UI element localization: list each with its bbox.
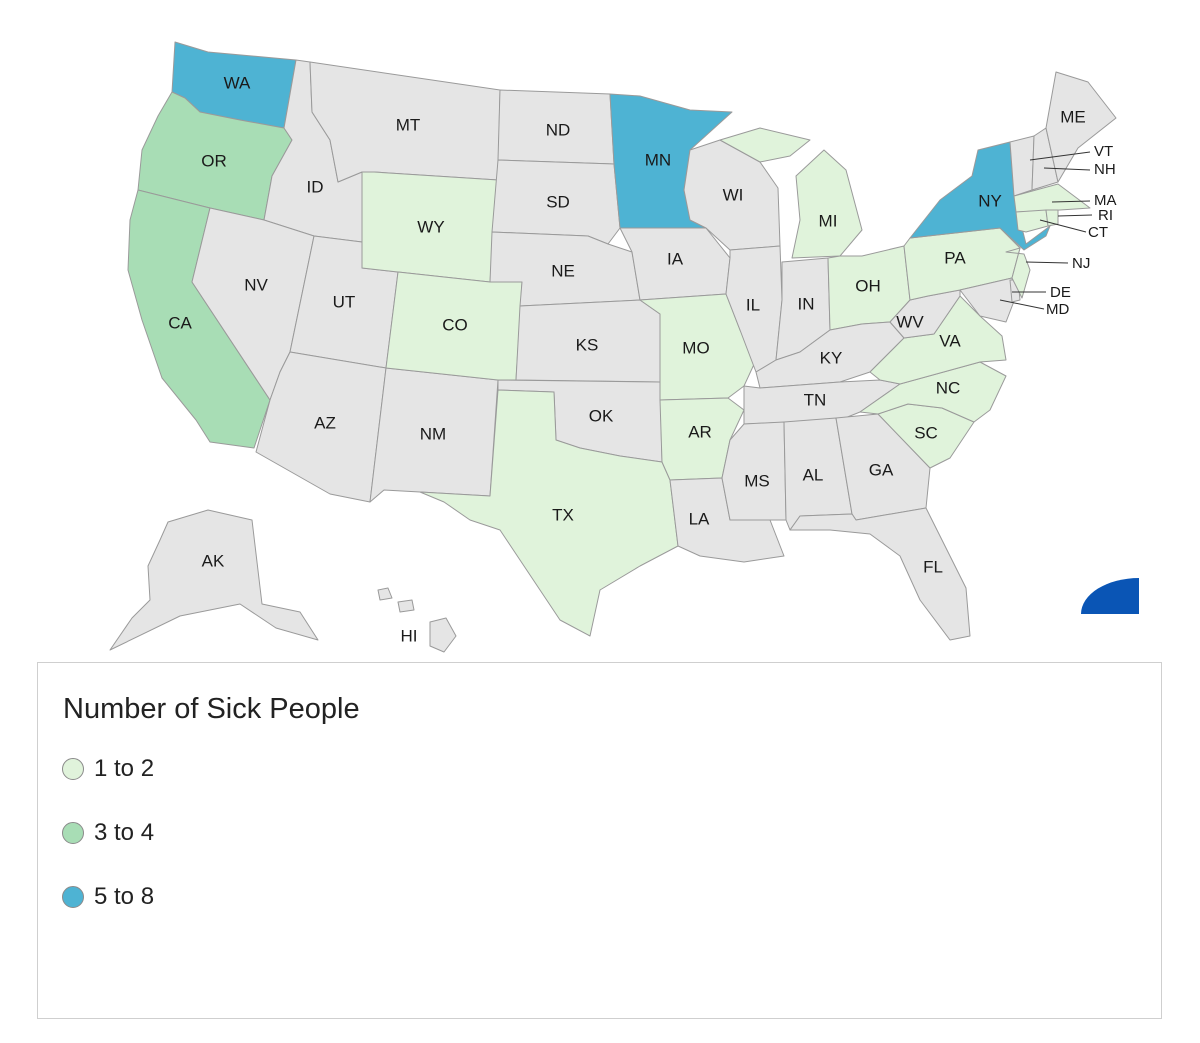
state-label-wv: WV	[896, 312, 924, 331]
state-label-ma: MA	[1094, 192, 1117, 209]
state-label-tx: TX	[552, 505, 574, 524]
state-label-ri: RI	[1098, 207, 1113, 224]
state-label-hi: HI	[401, 626, 418, 645]
state-label-nc: NC	[936, 378, 961, 397]
legend-label: 3 to 4	[94, 819, 155, 846]
state-label-fl: FL	[923, 557, 943, 576]
state-label-ar: AR	[688, 422, 712, 441]
state-label-mn: MN	[645, 150, 671, 169]
state-label-sc: SC	[914, 423, 938, 442]
legend-label: 1 to 2	[94, 755, 155, 782]
state-label-nh: NH	[1094, 161, 1116, 178]
state-label-nv: NV	[244, 275, 268, 294]
state-label-ak: AK	[202, 551, 225, 570]
state-label-tn: TN	[804, 390, 827, 409]
state-label-az: AZ	[314, 413, 336, 432]
us-map: WA OR CA MT ID NV UT AZ NM WY CO ND SD NE KS OK TX MN IA MO…	[109, 41, 1117, 653]
state-label-ct: CT	[1088, 224, 1108, 241]
state-label-ut: UT	[333, 292, 356, 311]
state-ak[interactable]	[109, 509, 319, 651]
state-label-oh: OH	[855, 276, 881, 295]
legend-swatch	[62, 758, 84, 780]
state-label-ca: CA	[168, 313, 192, 332]
state-label-id: ID	[307, 177, 324, 196]
state-label-nd: ND	[546, 120, 571, 139]
state-label-la: LA	[689, 509, 710, 528]
state-label-ne: NE	[551, 261, 575, 280]
state-label-ok: OK	[589, 406, 614, 425]
state-mi[interactable]	[719, 127, 863, 259]
state-label-mi: MI	[819, 211, 838, 230]
state-label-va: VA	[939, 331, 961, 350]
legend-title: Number of Sick People	[63, 693, 360, 725]
state-label-pa: PA	[944, 248, 966, 267]
state-label-ny: NY	[978, 191, 1002, 210]
state-tx[interactable]	[419, 389, 679, 637]
state-label-ky: KY	[820, 348, 843, 367]
state-label-mt: MT	[396, 115, 421, 134]
legend-swatch	[62, 886, 84, 908]
legend-panel: Number of Sick People 1 to 2 3 to 4 5 to…	[37, 662, 1162, 1019]
state-vt[interactable]	[1009, 135, 1035, 197]
state-label-nj: NJ	[1072, 255, 1090, 272]
legend-item-5-to-8: 5 to 8	[62, 883, 154, 911]
state-label-sd: SD	[546, 192, 570, 211]
state-nj[interactable]	[1005, 247, 1031, 299]
state-label-nm: NM	[420, 424, 446, 443]
state-label-me: ME	[1060, 107, 1086, 126]
state-label-or: OR	[201, 151, 227, 170]
state-label-mo: MO	[682, 338, 709, 357]
state-label-ga: GA	[869, 460, 894, 479]
state-label-wi: WI	[723, 185, 744, 204]
state-label-in: IN	[798, 294, 815, 313]
state-label-de: DE	[1050, 284, 1071, 301]
state-label-co: CO	[442, 315, 468, 334]
legend-item-3-to-4: 3 to 4	[62, 819, 154, 847]
state-fl[interactable]	[789, 507, 971, 641]
legend-swatch	[62, 822, 84, 844]
state-ct[interactable]	[1015, 209, 1049, 233]
state-label-wa: WA	[224, 73, 251, 92]
state-label-wy: WY	[417, 217, 444, 236]
state-label-md: MD	[1046, 301, 1069, 318]
state-label-vt: VT	[1094, 143, 1113, 160]
state-label-ks: KS	[576, 335, 599, 354]
state-label-ms: MS	[744, 471, 770, 490]
state-label-al: AL	[803, 465, 824, 484]
state-label-il: IL	[746, 295, 760, 314]
state-me[interactable]	[1045, 71, 1117, 183]
quarter-circle-shape	[1081, 578, 1139, 614]
state-hi[interactable]	[377, 587, 457, 653]
legend-label: 5 to 8	[94, 883, 155, 910]
state-md[interactable]	[959, 277, 1017, 323]
state-label-ia: IA	[667, 249, 684, 268]
legend-item-1-to-2: 1 to 2	[62, 755, 154, 783]
